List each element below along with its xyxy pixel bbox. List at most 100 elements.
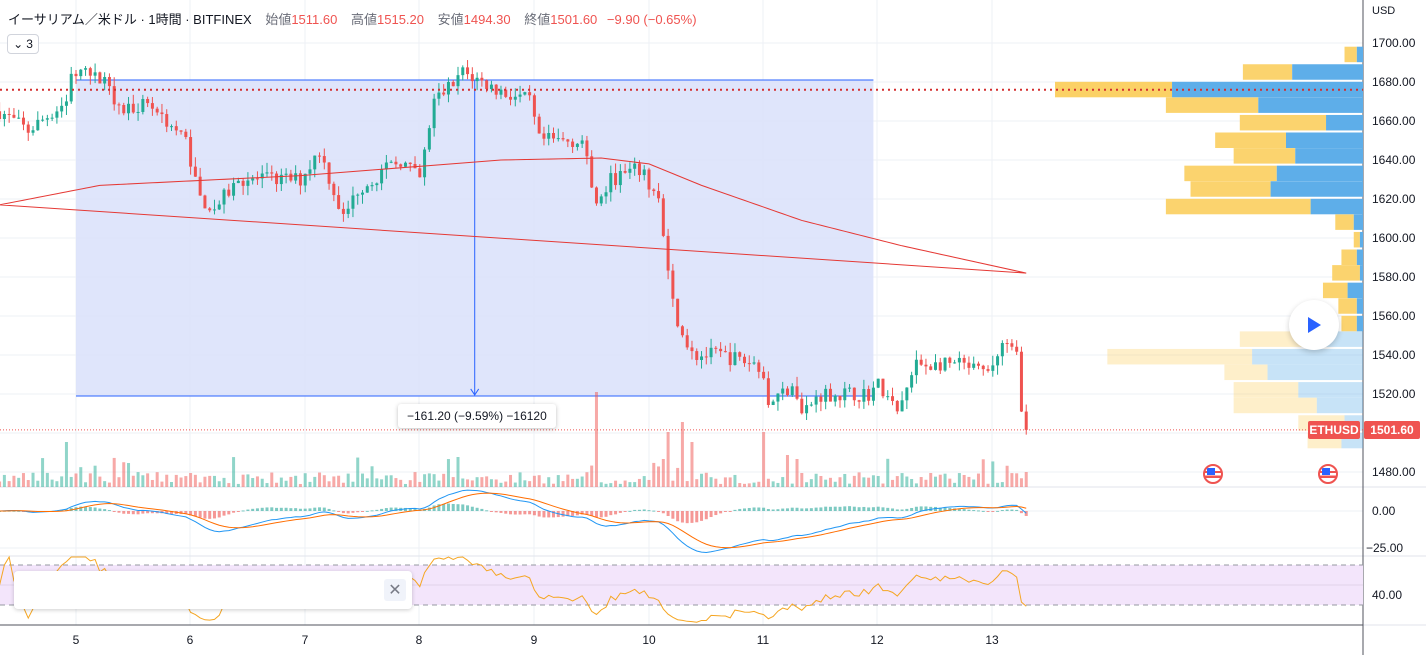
- volume-bar: [967, 476, 971, 487]
- macd-histogram-bar: [910, 507, 914, 511]
- volume-bar: [704, 472, 708, 487]
- candle-body: [74, 73, 78, 77]
- candle-body: [17, 117, 21, 119]
- macd-histogram-bar: [131, 511, 135, 515]
- volume-bar: [800, 472, 804, 487]
- candle-body: [394, 161, 398, 165]
- macd-line: [0, 489, 1027, 553]
- volume-bar: [389, 475, 393, 487]
- volume-bar: [566, 474, 570, 487]
- candle-body: [7, 113, 11, 115]
- macd-histogram-bar: [805, 508, 809, 511]
- high-value: 1515.20: [377, 12, 424, 27]
- volume-profile-sell-bar: [1190, 181, 1271, 197]
- volume-bar: [881, 483, 885, 487]
- volume-bar: [575, 478, 579, 487]
- volume-bar: [380, 479, 384, 487]
- volume-bar: [1015, 473, 1019, 487]
- volume-bar: [0, 481, 2, 487]
- macd-histogram-bar: [251, 508, 255, 511]
- candle-body: [446, 81, 450, 95]
- macd-histogram-bar: [733, 509, 737, 511]
- volume-profile-buy-bar: [1359, 265, 1363, 281]
- volume-bar: [647, 479, 651, 487]
- macd-histogram-bar: [762, 507, 766, 511]
- macd-histogram-bar: [232, 511, 236, 513]
- us-flag-event-icon[interactable]: [1203, 464, 1223, 484]
- candle-body: [341, 208, 345, 214]
- price-axis-label: 1640.00: [1372, 153, 1416, 167]
- macd-histogram-bar: [704, 511, 708, 520]
- volume-bar: [552, 483, 555, 487]
- candle-body: [819, 396, 823, 402]
- candle-body: [986, 369, 990, 371]
- volume-bar: [690, 442, 694, 487]
- candle-body: [518, 94, 522, 97]
- us-flag-event-icon[interactable]: [1318, 464, 1338, 484]
- collapsed-panel: ✕: [14, 571, 412, 609]
- volume-bar: [165, 474, 169, 487]
- replay-play-button[interactable]: [1289, 300, 1339, 350]
- macd-histogram-bar: [771, 509, 775, 511]
- candle-body: [571, 141, 575, 147]
- volume-profile-sell-bar: [1322, 282, 1348, 299]
- macd-histogram-bar: [828, 506, 832, 511]
- candle-body: [103, 77, 107, 84]
- time-axis-label: 9: [530, 633, 538, 647]
- volume-bar: [308, 481, 312, 487]
- volume-bar: [905, 476, 909, 487]
- candle-body: [924, 364, 928, 367]
- candle-body: [833, 395, 837, 402]
- candle-body: [556, 138, 560, 140]
- volume-bar: [150, 479, 154, 487]
- macd-histogram-bar: [594, 511, 598, 518]
- macd-histogram-bar: [690, 511, 694, 523]
- volume-bar: [599, 482, 603, 487]
- macd-histogram-bar: [127, 511, 131, 514]
- volume-bar: [399, 479, 403, 487]
- macd-histogram-bar: [981, 510, 985, 512]
- volume-bar: [451, 477, 455, 487]
- macd-histogram-bar: [623, 511, 627, 512]
- symbol-title[interactable]: イーサリアム／米ドル · 1時間 · BITFINEX: [8, 12, 252, 27]
- candle-body: [403, 162, 407, 167]
- macd-histogram-bar: [647, 510, 651, 512]
- volume-profile-sell-bar: [1338, 298, 1357, 314]
- candle-body: [279, 174, 283, 185]
- macd-histogram-bar: [322, 507, 326, 511]
- candle-body: [174, 126, 178, 131]
- candle-body: [747, 363, 751, 365]
- candle-body: [957, 357, 961, 363]
- volume-bar: [976, 473, 980, 487]
- volume-bar: [2, 474, 6, 487]
- volume-bar: [298, 483, 302, 487]
- volume-profile-buy-bar: [1267, 364, 1363, 381]
- time-axis-label: 13: [985, 633, 999, 647]
- macd-histogram-bar: [279, 507, 283, 511]
- volume-bar: [370, 466, 374, 487]
- macd-histogram-bar: [905, 508, 909, 511]
- macd-histogram-bar: [843, 506, 847, 511]
- macd-histogram-bar: [480, 508, 484, 511]
- volume-bar: [456, 457, 460, 487]
- currency-label[interactable]: USD: [1372, 5, 1396, 17]
- close-icon[interactable]: ✕: [384, 579, 406, 601]
- macd-histogram-bar: [637, 509, 641, 511]
- volume-bar: [251, 478, 255, 487]
- macd-histogram-bar: [967, 509, 971, 511]
- macd-histogram-bar: [738, 508, 742, 511]
- candle-body: [599, 196, 603, 204]
- macd-histogram-bar: [891, 508, 895, 511]
- macd-histogram-bar: [93, 507, 97, 511]
- macd-histogram-bar: [986, 511, 990, 512]
- candle-body: [781, 388, 785, 394]
- candle-body: [857, 400, 861, 402]
- candle-body: [852, 387, 856, 401]
- indicators-toggle-button[interactable]: ⌄ 3: [7, 34, 39, 54]
- candle-body: [55, 111, 59, 118]
- macd-histogram-bar: [537, 511, 541, 517]
- volume-bar: [886, 458, 890, 487]
- candle-body: [504, 89, 508, 97]
- volume-profile-sell-bar: [1344, 46, 1357, 63]
